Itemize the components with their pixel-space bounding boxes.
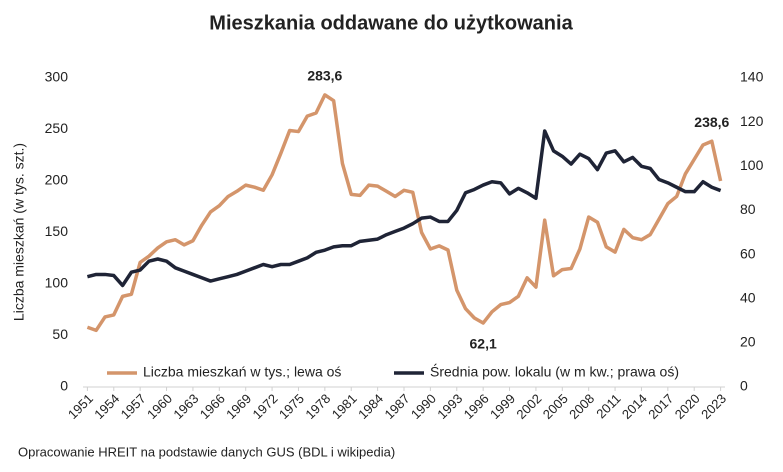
y-tick-label: 0	[60, 378, 68, 394]
x-tick-label: 1954	[91, 391, 122, 422]
x-tick-label: 2011	[593, 391, 623, 421]
y2-tick-label: 20	[740, 334, 756, 350]
y2-tick-label: 60	[740, 245, 756, 261]
x-tick-label: 1987	[381, 391, 412, 422]
annotation: 238,6	[694, 114, 729, 130]
x-tick-label: 2023	[698, 391, 729, 422]
x-tick-label: 1975	[276, 391, 307, 422]
x-tick-label: 2008	[566, 391, 597, 422]
y2-tick-label: 40	[740, 289, 756, 305]
legend-label: Średnia pow. lokalu (w m kw.; prawa oś)	[430, 363, 679, 380]
x-tick-label: 1999	[487, 391, 518, 422]
y-axis-label: Liczba mieszkań (w tys. szt.)	[11, 143, 27, 321]
annotation: 62,1	[470, 336, 497, 352]
x-tick-label: 1996	[461, 391, 492, 422]
x-tick-label: 1981	[329, 391, 360, 422]
x-tick-label: 1984	[355, 391, 386, 422]
x-tick-label: 1978	[302, 391, 333, 422]
y-tick-label: 300	[45, 69, 69, 85]
x-tick-label: 2002	[513, 391, 544, 422]
x-tick-label: 1966	[197, 391, 228, 422]
x-tick-label: 1969	[223, 391, 254, 422]
y2-tick-label: 0	[740, 378, 748, 394]
y2-tick-label: 100	[740, 157, 764, 173]
chart-title: Mieszkania oddawane do użytkowania	[209, 12, 573, 34]
legend-label: Liczba mieszkań w tys.; lewa oś	[143, 364, 341, 380]
source-note: Opracowanie HREIT na podstawie danych GU…	[18, 444, 395, 459]
x-tick-label: 2005	[540, 391, 571, 422]
y-tick-label: 50	[52, 326, 68, 342]
x-tick-label: 1960	[144, 391, 175, 422]
x-tick-label: 1951	[65, 391, 96, 422]
y-tick-label: 200	[45, 172, 69, 188]
y-tick-label: 250	[45, 120, 69, 136]
x-tick-label: 2017	[645, 391, 676, 422]
x-tick-label: 2020	[672, 391, 703, 422]
x-tick-label: 1993	[434, 391, 465, 422]
y-tick-label: 100	[45, 275, 69, 291]
y2-tick-label: 120	[740, 113, 764, 129]
x-tick-label: 1957	[118, 391, 149, 422]
series-line	[86, 93, 723, 333]
x-tick-label: 1963	[170, 391, 201, 422]
series-line	[86, 129, 722, 288]
y2-tick-label: 140	[740, 69, 764, 85]
x-tick-label: 1990	[408, 391, 439, 422]
annotation: 283,6	[307, 68, 342, 84]
x-tick-label: 1972	[250, 391, 281, 422]
y-tick-label: 150	[45, 223, 69, 239]
y2-tick-label: 80	[740, 201, 756, 217]
x-tick-label: 2014	[619, 391, 650, 422]
